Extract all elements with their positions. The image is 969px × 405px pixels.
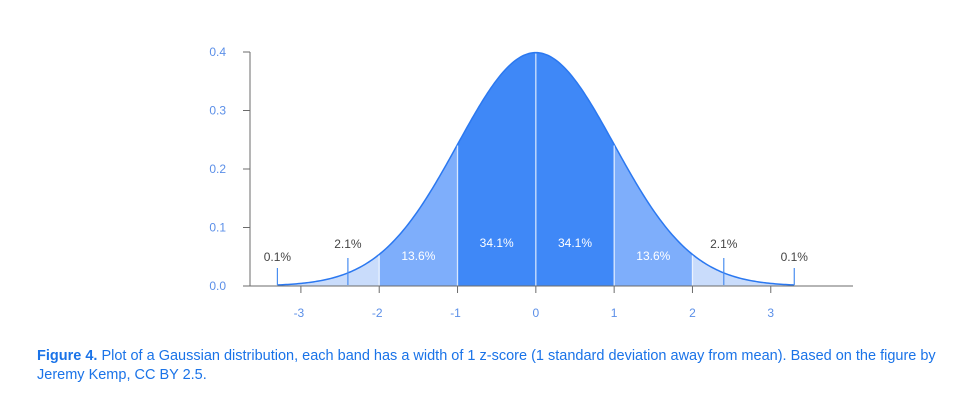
- band-area-2: [457, 52, 536, 287]
- density-curve: [277, 51, 795, 286]
- axes-layer: [243, 51, 853, 293]
- x-tick-label: -1: [450, 306, 461, 320]
- caption-label: Figure 4.: [37, 348, 98, 364]
- x-tick-label: 2: [689, 306, 696, 320]
- y-tick-label: 0.2: [209, 162, 226, 176]
- x-tick-label: 0: [532, 306, 539, 320]
- x-tick-label: 1: [611, 306, 618, 320]
- tail-label: 0.1%: [264, 250, 292, 264]
- tail-label: 2.1%: [710, 237, 738, 251]
- dividers-layer: [276, 53, 795, 286]
- bands-layer: [277, 51, 795, 287]
- labels-layer: 0.0 0.1 0.2 0.3 0.4 -3 -2 -1 0 1 2 3 13.6% 34.1% 34.1%…: [209, 45, 808, 320]
- gaussian-chart: 0.0 0.1 0.2 0.3 0.4 -3 -2 -1 0 1 2 3 13.6% 34.1% 34.1%…: [209, 45, 853, 320]
- band-label: 13.6%: [401, 249, 435, 263]
- band-label: 34.1%: [558, 236, 592, 250]
- tail-label: 2.1%: [334, 237, 362, 251]
- tail-label: 0.1%: [781, 250, 809, 264]
- band-area-5: [692, 254, 795, 286]
- caption-text: Plot of a Gaussian distribution, each ba…: [37, 348, 936, 383]
- x-tick-label: -3: [294, 306, 305, 320]
- x-tick-label: 3: [767, 306, 774, 320]
- y-tick-label: 0.4: [209, 45, 226, 59]
- y-tick-label: 0.3: [209, 104, 226, 118]
- x-tick-label: -2: [372, 306, 383, 320]
- band-label: 34.1%: [480, 236, 514, 250]
- band-label: 13.6%: [636, 249, 670, 263]
- band-area-0: [277, 254, 380, 286]
- figure-caption: Figure 4. Plot of a Gaussian distributio…: [37, 347, 937, 385]
- y-tick-label: 0.0: [209, 279, 226, 293]
- y-tick-label: 0.1: [209, 221, 226, 235]
- band-area-3: [535, 52, 615, 287]
